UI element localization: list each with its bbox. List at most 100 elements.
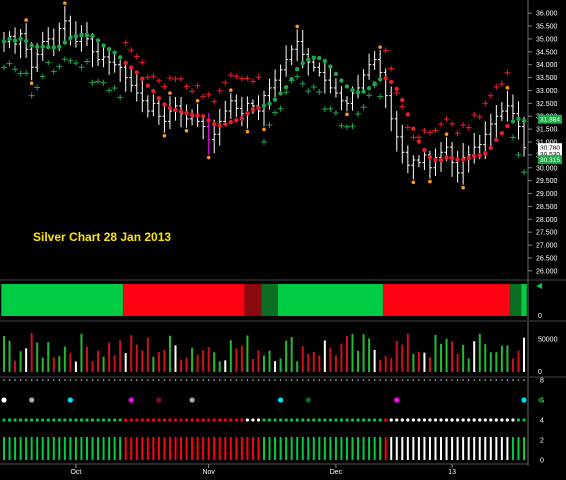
signal-dot-row8 (169, 379, 171, 381)
moving-average-dot (245, 111, 250, 116)
signal-dot-row4 (472, 418, 476, 422)
price-tick-label: 29.500 (536, 178, 558, 185)
signal-dot-row4 (356, 418, 360, 422)
trend-segment (277, 284, 383, 316)
signal-dot-row4 (461, 418, 465, 422)
moving-average-dot (444, 155, 449, 160)
signal-dot-row8 (224, 379, 227, 381)
signal-dot-row8 (163, 379, 166, 381)
signal-dot (277, 397, 284, 403)
moving-average-dot (95, 38, 101, 43)
signal-dot-row4 (334, 418, 338, 422)
swing-low-dot (206, 155, 211, 160)
signal-dot-row8 (395, 379, 398, 381)
signal-dot-row8 (523, 379, 525, 381)
price-tick-label: 26.000 (536, 268, 558, 275)
moving-average-dot (34, 44, 40, 49)
swing-high-dot (168, 91, 172, 95)
swing-high-dot (24, 18, 28, 22)
moving-average-dot (178, 109, 184, 115)
signal-dot-row8 (102, 379, 105, 381)
swing-low-dot (428, 179, 432, 184)
signal-dot-row4 (345, 418, 349, 422)
signal-dot-row8 (218, 379, 221, 381)
moving-average-dot (466, 155, 471, 161)
moving-average-dot (311, 55, 316, 60)
price-marker-box (538, 155, 562, 165)
signal-dot-row8 (274, 379, 276, 381)
swing-high-dot (195, 98, 200, 103)
signal-dot-row4 (411, 418, 415, 422)
moving-average-dot (46, 44, 51, 50)
signal-dot (394, 397, 400, 403)
swing-low-dot (461, 185, 465, 190)
signal-dot-row8 (36, 379, 38, 381)
trend-tick-label: 0 (538, 313, 542, 320)
moving-average-dot (200, 114, 206, 119)
signal-dot-row4 (63, 418, 67, 422)
moving-average-dot (306, 57, 311, 62)
signal-dot-row4 (389, 418, 393, 422)
signal-dot-row8 (340, 379, 343, 381)
swing-low-dot (245, 129, 250, 134)
signal-dot-row4 (46, 418, 50, 422)
signal-dot-row4 (267, 418, 272, 422)
signal-dot-row4 (140, 418, 144, 422)
signal-dot-row8 (47, 379, 50, 381)
signal-dot-row4 (395, 418, 399, 422)
signal-dot-row4 (96, 418, 100, 422)
moving-average-dot (189, 112, 195, 117)
price-tick-label: 36.000 (536, 11, 558, 18)
signal-dot-row8 (384, 379, 387, 381)
signal-dot-row4 (118, 418, 122, 422)
signal-dot-row8 (324, 379, 326, 381)
signal-dot-row8 (191, 379, 193, 381)
moving-average-dot (344, 84, 350, 89)
signal-dot-row8 (467, 379, 470, 381)
signal-dot-row4 (24, 418, 28, 422)
price-marker-box (538, 114, 562, 124)
signal-tick-label: 0 (540, 458, 544, 465)
signal-dot-row8 (130, 379, 133, 381)
moving-average-dot (350, 87, 355, 93)
signal-dot-row8 (263, 379, 265, 381)
signal-dot-row8 (41, 379, 44, 381)
signal-dot-row4 (273, 418, 277, 422)
signal-dot-row4 (35, 418, 39, 422)
signal-dot-row4 (516, 418, 521, 422)
x-tick-label: Dec (330, 469, 343, 476)
signal-dot-row4 (278, 418, 283, 422)
signal-dot-row8 (152, 379, 155, 381)
moving-average-dot (173, 107, 178, 113)
signal-dot-row8 (373, 379, 376, 381)
x-tick-label: 13 (448, 469, 456, 476)
moving-average-dot (217, 123, 222, 128)
moving-average-dot (195, 113, 200, 118)
moving-average-dot (322, 58, 328, 64)
signal-dot-row4 (173, 418, 178, 422)
price-marker-box (538, 149, 562, 159)
signal-dot-row8 (52, 379, 55, 381)
signal-dot-row4 (290, 418, 294, 422)
signal-dot-row8 (257, 379, 260, 381)
moving-average-dot (12, 38, 18, 43)
signal-dot-row8 (119, 379, 121, 381)
signal-dot-row4 (201, 418, 205, 422)
moving-average-dot (40, 44, 45, 49)
signal-tick-label: 2 (540, 438, 544, 445)
signal-dot-row4 (57, 418, 61, 422)
signal-dot-row8 (19, 379, 22, 381)
swing-high-dot (444, 132, 449, 136)
signal-dot-row4 (312, 418, 316, 422)
moving-average-dot (51, 45, 56, 50)
signal-dot-row8 (412, 379, 415, 381)
moving-average-dot (184, 110, 189, 116)
signal-dot-row4 (79, 418, 84, 422)
signal-dot-row8 (506, 379, 509, 381)
signal-dot-row8 (147, 379, 149, 381)
signal-dot-row4 (433, 418, 438, 422)
signal-dot-row4 (361, 418, 366, 422)
signal-dot-row4 (511, 418, 515, 422)
signal-dot-row8 (58, 379, 61, 381)
moving-average-dot (167, 105, 173, 111)
